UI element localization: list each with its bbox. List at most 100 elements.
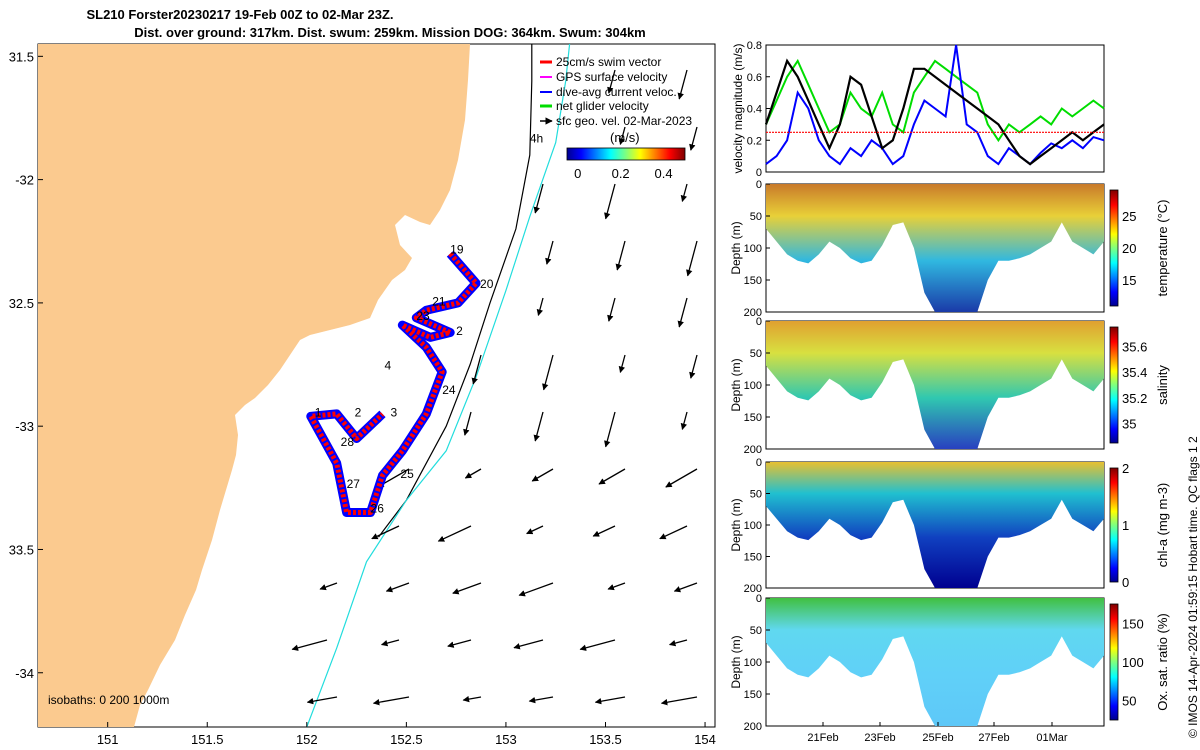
map-x-tick-label: 152.5: [390, 732, 423, 747]
legend-entry-swim: 25cm/s swim vector: [556, 55, 661, 69]
velocity-arrow: [452, 582, 482, 595]
velocity-y-tick-label: 0.8: [747, 40, 762, 52]
map-y-tick-label: -34: [15, 666, 34, 681]
velocity-arrow: [528, 696, 554, 704]
velocity-arrow: [689, 354, 698, 379]
map-colorbar-bar: [566, 147, 686, 161]
velocity-arrow: [518, 582, 554, 597]
velocity-y-tick-label: 0.4: [747, 104, 762, 116]
section-colorbar-tick-label: 150: [1122, 616, 1144, 631]
section-y-tick-label: 150: [744, 552, 762, 564]
section-y-tick-label: 50: [750, 625, 762, 637]
velocity-arrow: [677, 297, 688, 328]
map-x-tick-label: 151: [97, 732, 119, 747]
velocity-arrow: [665, 468, 698, 488]
map-legend: 25cm/s swim vector GPS surface velocity …: [540, 55, 692, 128]
legend-entry-gps: GPS surface velocity: [556, 70, 667, 84]
velocity-arrow: [677, 69, 688, 100]
time-tick-label: 21Feb: [807, 732, 838, 744]
map-y-tick-label: 32.5: [9, 296, 34, 311]
map-colorbar-tick-label: 0.2: [612, 166, 630, 181]
legend-entry-net: net glider velocity: [556, 99, 649, 113]
velocity-arrow: [680, 183, 688, 203]
velocity-arrow: [437, 525, 472, 542]
velocity-arrow: [531, 468, 554, 482]
map-y-tick-label: -32: [15, 173, 34, 188]
legend-entry-dive: dive-avg current veloc.: [556, 85, 677, 99]
velocity-arrow: [471, 354, 482, 385]
section-colorbar: [1109, 467, 1119, 583]
time-tick-label: 27Feb: [978, 732, 1009, 744]
velocity-arrow: [513, 639, 544, 650]
velocity-arrow: [533, 411, 544, 442]
map-colorbar-tick-label: 0.4: [655, 166, 673, 181]
section-y-label: Depth (m): [729, 221, 743, 274]
time-tick-label: 23Feb: [864, 732, 895, 744]
section-y-tick-label: 200: [744, 583, 762, 595]
section-colorbar-tick-label: 20: [1122, 241, 1136, 256]
map-axes: 151 151.5 152 152.5 153 153.5 154 31.5 -32 32.5 -3…: [9, 49, 716, 747]
section-colorbar-tick-label: 35.2: [1122, 391, 1147, 406]
velocity-arrow: [319, 582, 338, 591]
chart-title-line1: SL210 Forster20230217 19-Feb 00Z to 02-M…: [86, 7, 394, 22]
section-y-tick-label: 150: [744, 275, 762, 287]
velocity-arrow: [533, 183, 544, 214]
section-data-fill: [766, 184, 1104, 312]
track-label: 27: [347, 477, 361, 491]
velocity-arrow: [618, 354, 626, 374]
map-x-tick-label: 153.5: [589, 732, 622, 747]
velocity-arrow: [604, 183, 616, 220]
section-colorbar-tick-label: 1: [1122, 518, 1129, 533]
section-y-tick-label: 150: [744, 412, 762, 424]
velocity-arrow: [607, 69, 616, 94]
velocity-arrow: [380, 639, 400, 647]
section-y-tick-label: 50: [750, 348, 762, 360]
isobath-label: isobaths: 0 200 1000m: [48, 693, 169, 707]
section-y-label: Depth (m): [729, 635, 743, 688]
track-label: 28: [341, 435, 355, 449]
section-colorbar-tick-label: 100: [1122, 655, 1144, 670]
section-colorbar-tick-label: 35.6: [1122, 339, 1147, 354]
track-label: 2: [456, 324, 463, 338]
velocity-arrow: [689, 126, 698, 151]
velocity-y-label: velocity magnitude (m/s): [731, 43, 745, 173]
isobath-200m: [378, 44, 533, 538]
velocity-arrow: [598, 468, 626, 485]
time-axis: 21Feb 23Feb 25Feb 27Feb 01Mar: [807, 722, 1068, 744]
track-label: 25: [400, 467, 414, 481]
track-label: 20: [480, 277, 494, 291]
track-label: 21: [432, 294, 446, 308]
velocity-y-tick-label: 0.2: [747, 135, 762, 147]
velocity-arrow: [545, 240, 554, 265]
track-label: 1: [315, 405, 322, 419]
map-y-tick-label: 31.5: [9, 49, 34, 64]
track-label: 19: [450, 243, 464, 257]
track-label: 26: [371, 501, 385, 515]
map-x-tick-label: 151.5: [191, 732, 224, 747]
isobath-1000m: [306, 44, 571, 727]
velocity-arrow: [464, 468, 482, 479]
velocity-arrow: [372, 696, 410, 706]
velocity-arrow: [615, 240, 626, 271]
map-x-tick-label: 152: [296, 732, 318, 747]
velocity-y-tick-label: 0: [756, 167, 762, 179]
section-y-tick-label: 100: [744, 380, 762, 392]
section-colorbar: [1109, 603, 1119, 721]
track-label: 2: [355, 405, 362, 419]
velocity-arrow: [680, 411, 688, 431]
glider-track-swim-vector: [308, 251, 479, 515]
section-colorbar-label: salinity: [1155, 365, 1170, 405]
geostrophic-velocity-arrows: [291, 69, 698, 706]
section-data-fill: [766, 462, 1104, 588]
track-label: 24: [442, 383, 456, 397]
velocity-arrow: [306, 696, 338, 705]
velocity-arrow: [668, 639, 688, 647]
velocity-series-line: [765, 58, 1105, 143]
velocity-arrow: [385, 582, 410, 593]
velocity-arrow: [536, 297, 544, 317]
section-data-fill: [766, 321, 1104, 449]
